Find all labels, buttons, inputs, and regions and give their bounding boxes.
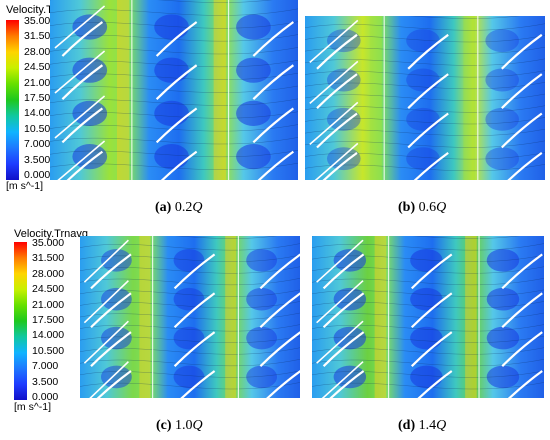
velocity-contour-image	[312, 236, 544, 398]
legend-tick: 21.000	[32, 298, 65, 311]
legend-tick: 7.000	[24, 138, 51, 151]
legend-tick: 35.000	[24, 15, 57, 27]
legend-tick: 7.000	[32, 360, 59, 373]
panel-flow-value: 0.2	[174, 200, 193, 215]
panel-letter: (a)	[155, 200, 172, 215]
legend-tick: 35.000	[32, 237, 65, 249]
legend-tick: 31.500	[24, 30, 57, 43]
panel-flow-symbol: Q	[436, 418, 447, 433]
legend-tick: 10.500	[24, 122, 57, 135]
panel-caption-c: (c) 1.0Q	[156, 418, 203, 434]
legend-tick: 28.000	[24, 45, 57, 58]
legend-tick: 0.000	[24, 169, 51, 181]
legend-tick: 28.000	[32, 267, 65, 280]
panel-caption-a: (a) 0.2Q	[155, 200, 202, 216]
panel-flow-symbol: Q	[192, 200, 203, 215]
legend-tick: 24.500	[24, 61, 57, 74]
panel-flow-value: 1.4	[418, 418, 437, 433]
panel-letter: (b)	[398, 200, 416, 215]
legend-tick: 24.500	[32, 283, 65, 296]
panel-flow-symbol: Q	[192, 418, 203, 433]
velocity-contour-image	[80, 236, 300, 398]
colorbar-legend-bottom: Velocity.Trnavg 35.000 31.500 28.000 24.…	[14, 228, 88, 428]
contour-panel-c	[80, 236, 300, 398]
legend-tick: 3.500	[24, 153, 51, 166]
contour-panel-b	[305, 16, 545, 180]
velocity-contour-image	[305, 16, 545, 180]
contour-panel-a	[50, 0, 298, 180]
legend-tick: 17.500	[32, 314, 65, 326]
velocity-contour-image	[50, 0, 298, 180]
colorbar	[6, 20, 19, 180]
colorbar-legend-top: Velocity.Trnavg 35.000 31.500 28.000 24.…	[6, 0, 80, 200]
panel-caption-d: (d) 1.4Q	[398, 418, 446, 434]
legend-unit: [m s^-1]	[14, 401, 52, 413]
legend-tick: 14.000	[32, 329, 65, 342]
legend-tick: 3.500	[32, 375, 59, 388]
panel-caption-b: (b) 0.6Q	[398, 200, 446, 216]
contour-panel-d	[312, 236, 544, 398]
colorbar	[14, 242, 27, 400]
panel-flow-value: 0.6	[418, 200, 437, 215]
panel-letter: (c)	[156, 418, 172, 433]
legend-tick: 31.500	[32, 252, 65, 265]
legend-tick: 0.000	[32, 391, 59, 403]
legend-tick: 14.000	[24, 107, 57, 120]
legend-tick: 21.000	[24, 76, 57, 89]
legend-tick: 10.500	[32, 344, 65, 357]
legend-tick: 17.500	[24, 92, 57, 104]
legend-title: Velocity.Trnavg	[14, 228, 88, 240]
panel-flow-symbol: Q	[436, 200, 447, 215]
legend-unit: [m s^-1]	[6, 180, 44, 192]
panel-flow-value: 1.0	[175, 418, 193, 433]
panel-letter: (d)	[398, 418, 416, 433]
